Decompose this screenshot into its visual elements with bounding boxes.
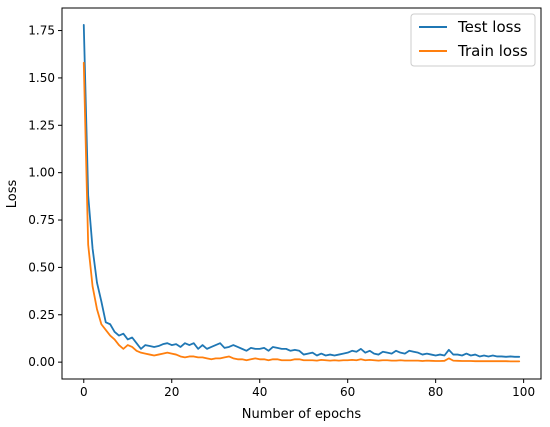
series-line-train-loss (82, 61, 521, 363)
y-ticks: 0.00 0.25 0.50 0.75 1.00 1.25 1.50 1.75 (28, 24, 62, 369)
y-tick-label: 0.25 (28, 308, 55, 322)
y-tick-label: 0.50 (28, 260, 55, 274)
series-line-test-loss (82, 23, 521, 358)
x-tick-label: 40 (252, 385, 267, 399)
y-tick-label: 1.00 (28, 166, 55, 180)
legend-label-test-loss: Test loss (457, 18, 521, 36)
x-ticks: 0 20 40 60 80 100 (80, 379, 535, 399)
x-tick-label: 80 (428, 385, 443, 399)
plot-area (62, 8, 541, 379)
x-tick-label: 20 (164, 385, 179, 399)
legend: Test loss Train loss (410, 13, 536, 67)
x-tick-label: 100 (512, 385, 535, 399)
x-axis-label: Number of epochs (242, 407, 362, 422)
y-axis-label: Loss (5, 180, 20, 209)
x-tick-label: 60 (340, 385, 355, 399)
x-tick-label: 0 (80, 385, 88, 399)
y-tick-label: 0.75 (28, 213, 55, 227)
y-tick-label: 1.75 (28, 24, 55, 38)
legend-label-train-loss: Train loss (457, 42, 528, 60)
plot-frame (61, 7, 542, 380)
y-tick-label: 1.50 (28, 71, 55, 85)
series-layer (82, 23, 521, 363)
y-tick-label: 0.00 (28, 355, 55, 369)
y-tick-label: 1.25 (28, 118, 55, 132)
